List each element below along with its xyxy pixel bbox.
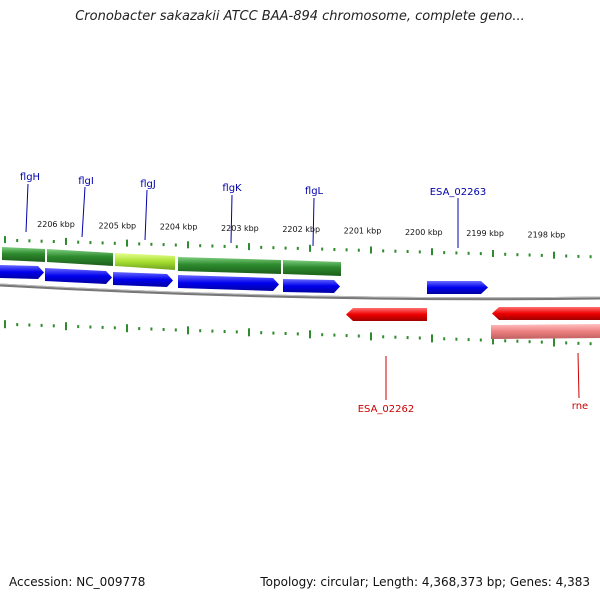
gene-label-flgL[interactable]: flgL	[305, 186, 324, 197]
backbone-line	[0, 283, 600, 301]
inner-scale-ticks	[4, 320, 592, 347]
gene-label-leaders	[25, 183, 580, 400]
scale-label: 2199 kbp	[466, 229, 504, 238]
leader-rne	[577, 352, 580, 399]
gene-label-rne[interactable]: rne	[572, 401, 588, 412]
gene-block-flgL[interactable]	[283, 260, 341, 276]
leader-flgK	[230, 194, 233, 244]
gene-label-flgK[interactable]: flgK	[222, 183, 242, 194]
cds-arrow-flgH[interactable]	[0, 265, 44, 279]
scale-label: 2201 kbp	[344, 227, 382, 236]
cds-arrow-flgK[interactable]	[178, 275, 279, 291]
scale-label: 2200 kbp	[405, 228, 443, 237]
leader-flgJ	[144, 189, 148, 241]
scale-label: 2204 kbp	[160, 223, 198, 232]
topology-summary: Topology: circular; Length: 4,368,373 bp…	[260, 575, 590, 589]
leader-flgL	[312, 197, 315, 247]
gene-block-rne[interactable]	[491, 324, 600, 339]
leader-flgI	[81, 186, 86, 238]
gene-label-ESA_02262[interactable]: ESA_02262	[358, 404, 415, 415]
outer-scale-ticks	[4, 236, 592, 259]
scale-label: 2198 kbp	[528, 230, 566, 239]
gene-block-flgI[interactable]	[47, 249, 113, 266]
gene-label-flgI[interactable]: flgI	[78, 176, 94, 187]
backbone-highlight	[0, 283, 600, 299]
scale-labels: 2206 kbp 2205 kbp 2204 kbp 2203 kbp 2202 kbp…	[37, 220, 565, 239]
cds-arrow-flgJ[interactable]	[113, 272, 173, 287]
cds-arrow-ESA_02263[interactable]	[427, 281, 488, 294]
scale-label: 2203 kbp	[221, 224, 259, 233]
scale-label: 2205 kbp	[98, 221, 136, 230]
cds-arrow-ESA_02262[interactable]	[346, 308, 427, 321]
scale-label: 2202 kbp	[282, 225, 320, 234]
cds-arrow-rne[interactable]	[492, 307, 600, 320]
gene-label-flgH[interactable]: flgH	[20, 172, 40, 183]
accession-text: Accession: NC_009778	[9, 575, 146, 589]
gene-label-flgJ[interactable]: flgJ	[140, 179, 156, 190]
gene-block-flgJ[interactable]	[115, 253, 175, 270]
scale-label: 2206 kbp	[37, 220, 75, 229]
cds-arrow-flgI[interactable]	[45, 268, 112, 284]
leader-flgH	[25, 183, 29, 233]
map-title: Cronobacter sakazakii ATCC BAA-894 chrom…	[75, 9, 525, 24]
gene-block-flgK[interactable]	[178, 257, 281, 274]
cds-arrow-flgL[interactable]	[283, 279, 340, 293]
gene-label-ESA_02263[interactable]: ESA_02263	[430, 187, 487, 198]
gene-block-flgH[interactable]	[2, 247, 45, 262]
